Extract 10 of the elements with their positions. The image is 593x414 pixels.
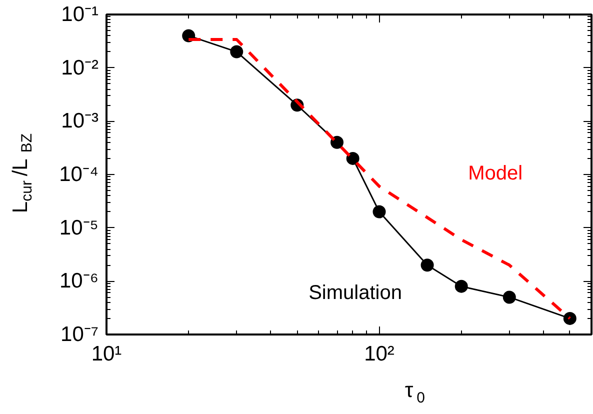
text: Model: [468, 162, 523, 185]
y-tick-label: 10⁻¹: [61, 3, 99, 26]
y-tick-label: 10⁻⁵: [59, 216, 99, 240]
y-tick-label: 10⁻²: [61, 56, 99, 80]
y-tick-label: 10⁻³: [61, 110, 99, 133]
y-tick-label: 10⁻⁴: [59, 163, 99, 186]
y-tick-label: 10⁻⁶: [60, 270, 99, 293]
y-axis-title: Lcur/LBZ: [9, 133, 36, 214]
series-label: Simulation: [308, 282, 402, 304]
x-tick-label: 10²: [364, 342, 394, 366]
